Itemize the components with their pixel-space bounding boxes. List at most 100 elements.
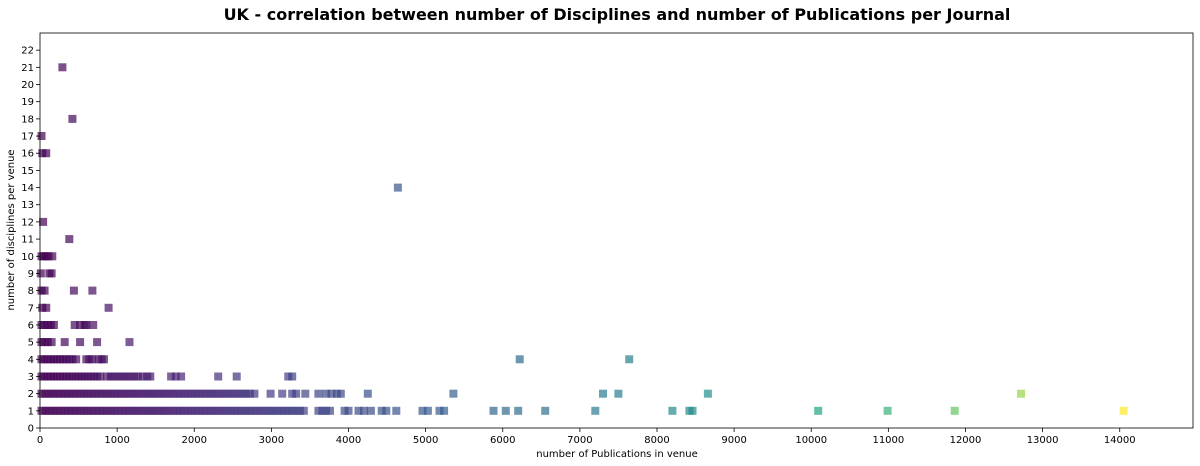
data-point: [42, 149, 51, 158]
x-tick-label: 7000: [567, 435, 592, 446]
data-point: [299, 406, 308, 415]
data-point: [72, 355, 81, 364]
data-point: [418, 406, 427, 415]
data-point: [167, 372, 176, 381]
data-point: [245, 389, 254, 398]
data-point: [40, 286, 49, 295]
y-tick-label: 19: [21, 97, 34, 108]
data-point: [58, 63, 67, 72]
y-tick-label: 1: [28, 406, 34, 417]
y-tick-label: 10: [21, 252, 34, 263]
data-point: [514, 406, 523, 415]
y-tick-label: 0: [28, 424, 34, 435]
data-point: [250, 389, 259, 398]
x-tick-label: 9000: [721, 435, 746, 446]
data-point: [39, 217, 48, 226]
x-tick-label: 4000: [336, 435, 361, 446]
x-tick-label: 3000: [259, 435, 284, 446]
data-point: [344, 406, 353, 415]
data-point: [171, 372, 180, 381]
x-axis-label: number of Publications in venue: [536, 449, 697, 460]
y-tick-label: 5: [28, 338, 34, 349]
data-point: [301, 389, 310, 398]
y-tick-label: 3: [28, 372, 34, 383]
data-point: [703, 389, 712, 398]
data-point: [42, 303, 51, 312]
data-point: [292, 389, 301, 398]
data-point: [104, 303, 113, 312]
data-point: [100, 355, 108, 364]
data-point: [70, 321, 79, 329]
data-point: [76, 338, 85, 347]
y-axis-label: number of disciplines per venue: [6, 149, 17, 310]
y-tick-label: 8: [28, 286, 34, 297]
data-point: [214, 372, 223, 381]
data-point: [76, 321, 85, 329]
y-tick-label: 15: [21, 166, 34, 177]
y-tick-label: 21: [21, 63, 34, 74]
data-point: [69, 286, 78, 295]
data-point: [1017, 389, 1025, 398]
x-tick-label: 5000: [413, 435, 438, 446]
y-tick-label: 18: [21, 114, 34, 125]
y-tick-label: 9: [28, 269, 34, 280]
data-point: [60, 338, 69, 347]
data-point: [435, 406, 444, 415]
plot-frame: [39, 32, 1194, 429]
data-point: [354, 406, 363, 415]
data-point: [89, 321, 98, 329]
data-point: [377, 406, 386, 415]
data-point: [48, 252, 57, 261]
data-point: [814, 406, 823, 415]
data-point: [883, 406, 892, 415]
data-points: [36, 63, 1128, 415]
y-tick-label: 17: [21, 132, 34, 143]
data-point: [591, 406, 600, 415]
data-point: [336, 389, 345, 398]
data-point: [392, 406, 401, 415]
data-point: [146, 372, 155, 381]
data-point: [515, 355, 524, 364]
y-tick-label: 11: [21, 235, 34, 246]
data-point: [501, 406, 510, 415]
y-tick-label: 14: [21, 183, 34, 194]
data-point: [382, 406, 391, 415]
data-point: [366, 406, 375, 415]
data-point: [440, 406, 449, 415]
data-point: [363, 389, 372, 398]
data-point: [314, 389, 323, 398]
data-point: [1119, 406, 1128, 415]
data-point: [49, 321, 58, 329]
x-tick-label: 13000: [1027, 435, 1059, 446]
data-point: [88, 355, 97, 364]
y-tick-label: 22: [21, 46, 34, 57]
x-tick-label: 10000: [795, 435, 827, 446]
data-point: [177, 372, 186, 381]
data-point: [138, 372, 147, 381]
data-point: [359, 406, 368, 415]
data-point: [688, 406, 697, 415]
data-point: [327, 389, 336, 398]
data-point: [266, 389, 275, 398]
data-point: [96, 372, 105, 381]
data-point: [288, 372, 297, 381]
x-tick-label: 8000: [644, 435, 669, 446]
data-point: [489, 406, 498, 415]
data-point: [614, 389, 623, 398]
data-point: [625, 355, 634, 364]
data-point: [278, 389, 287, 398]
data-point: [47, 269, 56, 278]
x-tick-label: 2000: [182, 435, 207, 446]
y-tick-label: 4: [28, 355, 34, 366]
chart-title: UK - correlation between number of Disci…: [224, 5, 1011, 24]
data-point: [37, 132, 46, 140]
x-axis-ticks: 0 1000 2000 3000 4000 5000 6000 7000 8000 9000 100…: [37, 428, 1136, 446]
y-tick-label: 6: [28, 320, 34, 331]
data-point: [668, 406, 677, 415]
x-tick-label: 0: [37, 435, 43, 446]
data-point: [232, 372, 241, 381]
data-point: [449, 389, 458, 398]
y-tick-label: 7: [28, 303, 34, 314]
